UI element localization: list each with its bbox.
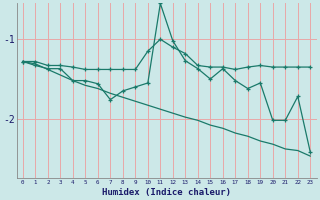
X-axis label: Humidex (Indice chaleur): Humidex (Indice chaleur) [102,188,231,197]
